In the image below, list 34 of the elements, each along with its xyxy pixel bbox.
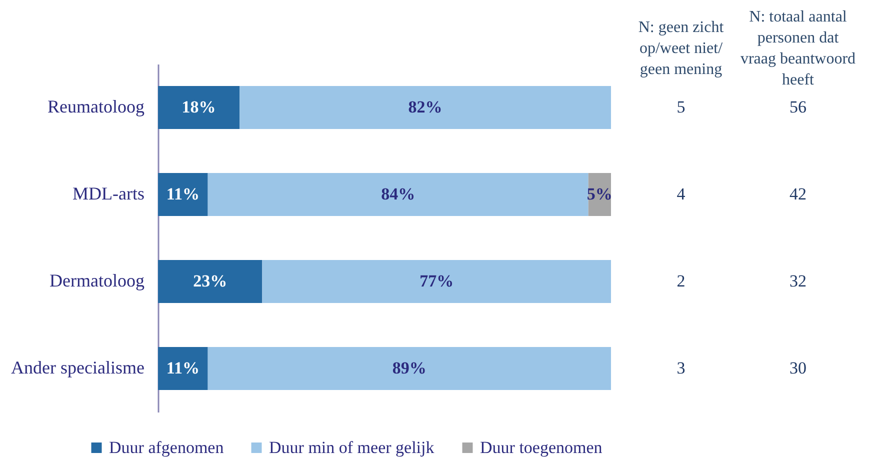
data-label: 11% — [166, 184, 200, 204]
text: 32 — [790, 272, 806, 290]
text: 30 — [790, 358, 806, 378]
text: 56 — [790, 98, 806, 116]
bar — [158, 173, 208, 216]
text: 42 — [790, 184, 806, 204]
bar — [158, 260, 262, 303]
data-label: 84% — [381, 184, 416, 204]
data-label: 89% — [392, 358, 426, 378]
text: N: totaal aantal personen dat vraag beantwoord heeft — [740, 8, 856, 88]
text: N: geen zicht op/weet niet/ geen mening — [638, 19, 724, 78]
legend-label: Duur afgenomen — [109, 438, 224, 457]
data-label: 5% — [586, 184, 612, 204]
text: 4 — [676, 184, 686, 204]
y-tick-label: Reumatoloog — [48, 96, 144, 116]
bar — [208, 347, 611, 390]
bar — [262, 260, 611, 303]
data-label: 11% — [166, 358, 200, 378]
data-label: 23% — [193, 272, 228, 290]
y-tick-label: MDL-arts — [72, 184, 144, 204]
text: 5 — [676, 98, 686, 116]
bar — [158, 347, 208, 390]
y-tick-label: Ander specialisme — [11, 358, 145, 378]
y-tick-label: Dermatoloog — [50, 270, 144, 290]
legend-label: Duur min of meer gelijk — [269, 438, 435, 457]
data-label: 18% — [182, 98, 216, 116]
bar — [158, 86, 240, 129]
text: 3 — [676, 358, 686, 378]
data-label: 82% — [408, 98, 442, 116]
text: 2 — [676, 272, 686, 290]
data-label: 77% — [420, 272, 454, 290]
bar — [240, 86, 611, 129]
bar — [208, 173, 588, 216]
legend-label: Duur toegenomen — [480, 438, 603, 457]
